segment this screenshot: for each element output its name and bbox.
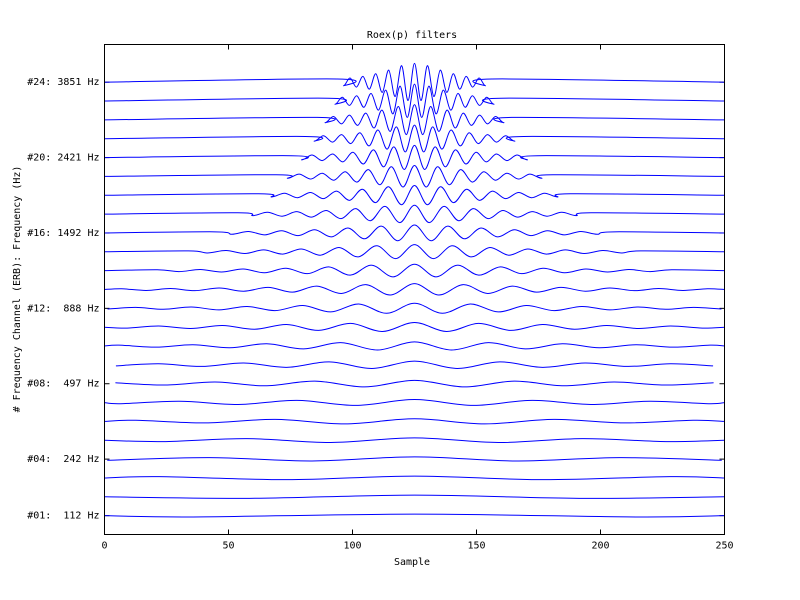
x-tick-label: 250 — [715, 541, 733, 552]
filter-waveform — [104, 418, 725, 425]
y-axis-label: # Frequency Channel (ERB): Frequency (Hz… — [12, 166, 23, 413]
filter-waveform — [104, 164, 725, 188]
filter-waveform — [104, 144, 725, 170]
filter-waveform — [104, 204, 725, 224]
chart-title: Roex(p) filters — [367, 30, 457, 41]
filter-waveform — [107, 456, 722, 462]
filter-waveform — [104, 437, 725, 444]
y-tick-label: #08: 497 Hz — [27, 379, 99, 390]
x-tick-label: 100 — [343, 541, 361, 552]
plot-frame — [104, 44, 725, 535]
plot-area — [104, 44, 725, 535]
filter-waveform — [115, 379, 714, 388]
filter-waveform — [104, 494, 725, 499]
filter-waveform — [104, 341, 725, 351]
filter-waveform — [104, 475, 725, 481]
filter-waveform — [107, 302, 722, 314]
y-tick-label: #04: 242 Hz — [27, 454, 99, 465]
x-tick-label: 50 — [222, 541, 234, 552]
filter-waveform — [104, 184, 725, 206]
filter-waveform — [104, 83, 725, 118]
y-tick-label: #12: 888 Hz — [27, 303, 99, 314]
filter-waveform — [104, 104, 725, 136]
filter-waveform — [115, 360, 714, 369]
filter-waveform — [104, 321, 725, 333]
filter-waveform — [104, 62, 725, 101]
filter-waveform — [104, 263, 725, 278]
filter-waveform — [104, 283, 725, 296]
x-tick-label: 0 — [101, 541, 107, 552]
y-tick-label: #20: 2421 Hz — [27, 153, 99, 164]
y-tick-label: #16: 1492 Hz — [27, 228, 99, 239]
filter-waveform — [104, 224, 725, 242]
x-axis-label: Sample — [394, 557, 430, 568]
x-tick-label: 200 — [591, 541, 609, 552]
filter-waveform — [104, 244, 725, 260]
filter-waveform — [104, 513, 725, 518]
filter-waveform — [104, 124, 725, 153]
y-tick-label: #24: 3851 Hz — [27, 77, 99, 88]
filter-waveform — [104, 399, 725, 406]
y-tick-label: #01: 112 Hz — [27, 511, 99, 522]
x-tick-label: 150 — [467, 541, 485, 552]
